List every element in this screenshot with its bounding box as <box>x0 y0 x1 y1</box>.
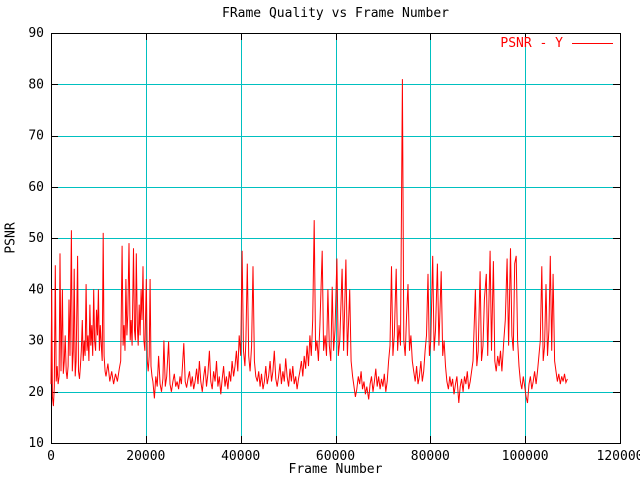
y-tick-label: 90 <box>28 26 44 41</box>
series-line-psnr-y <box>50 79 568 407</box>
y-tick-label: 70 <box>28 129 44 144</box>
legend-label: PSNR - Y <box>500 35 563 51</box>
chart-title: FRame Quality vs Frame Number <box>222 6 449 21</box>
x-tick-label: 60000 <box>316 449 355 464</box>
x-tick-label: 100000 <box>502 449 549 464</box>
x-tick-label: 20000 <box>126 449 165 464</box>
y-tick-label: 30 <box>28 334 44 349</box>
legend-line-sample <box>572 42 613 44</box>
x-axis-title: Frame Number <box>288 462 383 477</box>
x-tick-label: 80000 <box>411 449 450 464</box>
y-tick-label: 20 <box>28 385 44 400</box>
x-tick-label: 0 <box>47 449 55 464</box>
y-tick-label: 40 <box>28 282 44 297</box>
legend: PSNR - Y <box>500 35 613 51</box>
y-tick-label: 10 <box>28 436 44 451</box>
y-axis-title: PSNR <box>3 222 19 254</box>
y-tick-label: 80 <box>28 77 44 92</box>
y-tick-label: 50 <box>28 231 44 246</box>
x-tick-label: 40000 <box>221 449 260 464</box>
y-tick-label: 60 <box>28 180 44 195</box>
x-tick-label: 120000 <box>597 449 640 464</box>
